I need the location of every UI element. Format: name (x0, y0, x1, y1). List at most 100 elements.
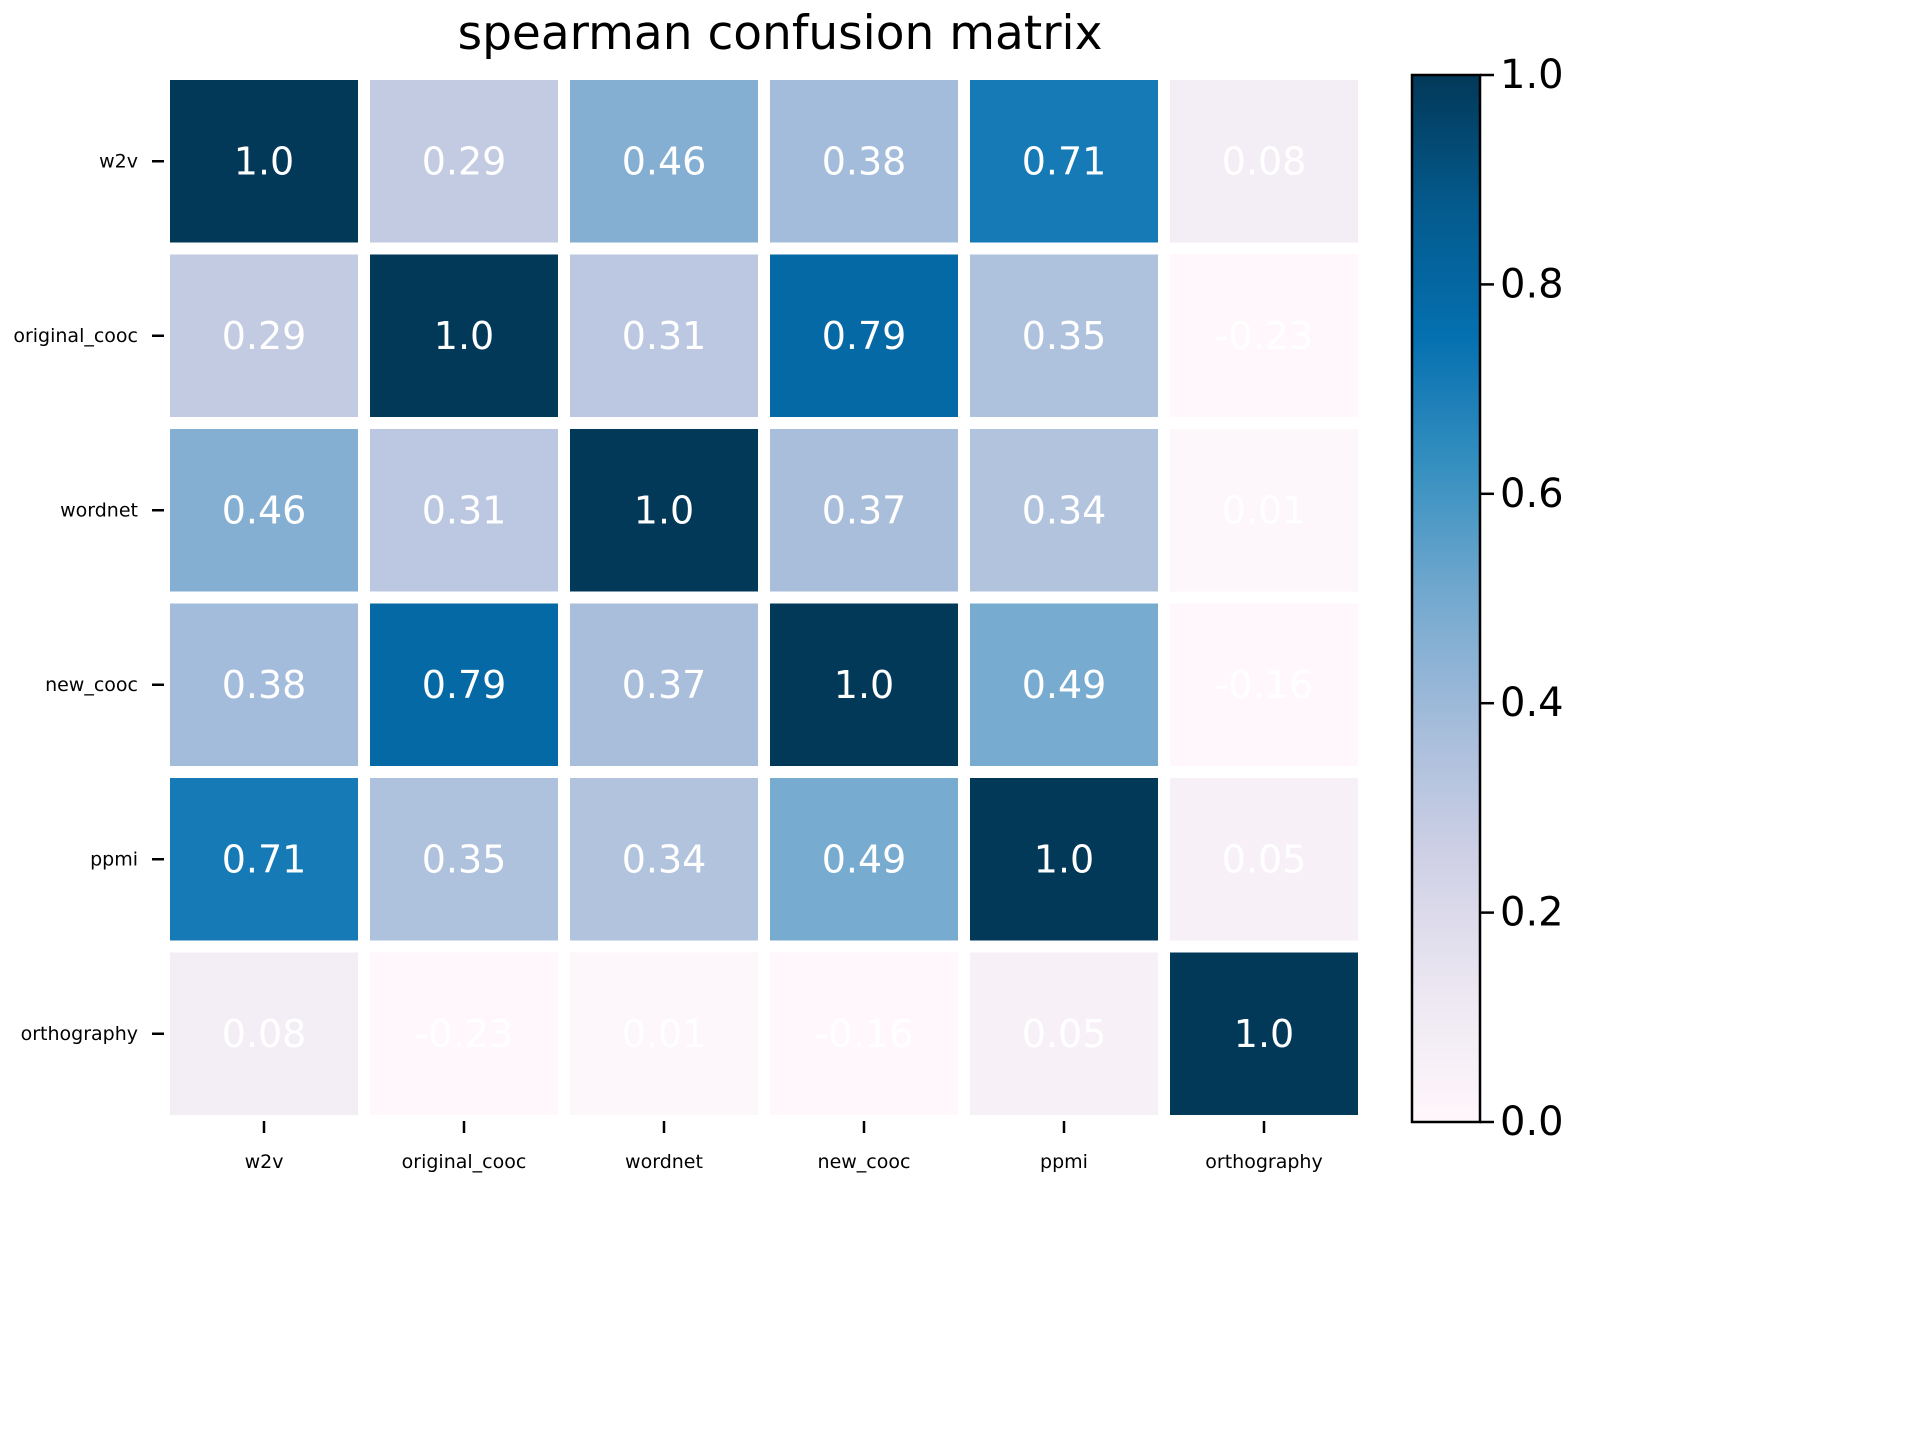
cell-value-label: 0.79 (822, 314, 907, 358)
cell-value-label: 0.29 (222, 314, 307, 358)
y-tick-label: orthography (21, 1023, 138, 1045)
cell-value-label: 0.71 (222, 837, 307, 881)
y-tick-label: w2v (99, 150, 138, 172)
heatmap-cell (1170, 778, 1358, 941)
cell-value-label: 1.0 (834, 663, 894, 707)
colorbar-tick-label: 0.6 (1500, 471, 1564, 517)
heatmap-cell (1170, 952, 1358, 1115)
heatmap-cell (170, 952, 358, 1115)
cell-value-label: 0.49 (822, 837, 907, 881)
heatmap-cell (1170, 429, 1358, 592)
cell-value-label: 0.01 (1222, 488, 1307, 532)
colorbar-tick-label: 0.0 (1500, 1099, 1564, 1145)
cell-value-label: 0.37 (822, 488, 907, 532)
cell-value-label: 0.79 (422, 663, 507, 707)
cell-value-label: 0.31 (422, 488, 507, 532)
heatmap-cell (1170, 254, 1358, 417)
cell-value-label: -0.23 (415, 1012, 513, 1056)
cell-value-label: 0.01 (622, 1012, 707, 1056)
cell-value-label: 0.35 (1022, 314, 1107, 358)
x-tick-label: new_cooc (818, 1151, 911, 1173)
cell-value-label: 0.29 (422, 139, 507, 183)
cell-value-label: 0.08 (1222, 139, 1307, 183)
x-tick-label: original_cooc (402, 1151, 527, 1173)
heatmap-cell (970, 603, 1158, 766)
heatmap-cell (570, 254, 758, 417)
heatmap-cell (570, 603, 758, 766)
y-tick-label: ppmi (90, 848, 138, 870)
x-tick-label: wordnet (625, 1151, 703, 1173)
colorbar-frame (1410, 73, 1482, 1124)
cell-value-label: -0.16 (815, 1012, 913, 1056)
colorbar-tick-label: 1.0 (1500, 52, 1564, 98)
cell-value-label: 1.0 (434, 314, 494, 358)
colorbar-tick-label: 0.4 (1500, 680, 1564, 726)
x-tick-label: orthography (1205, 1151, 1322, 1173)
cell-value-label: 0.38 (222, 663, 307, 707)
colorbar-gradient (1412, 75, 1480, 1122)
heatmap-cell (170, 254, 358, 417)
y-tick-label: wordnet (60, 499, 138, 521)
cell-value-label: 0.08 (222, 1012, 307, 1056)
heatmap-cell (170, 603, 358, 766)
heatmap-cell (970, 952, 1158, 1115)
heatmap-cell (370, 80, 558, 243)
cell-value-label: 0.35 (422, 837, 507, 881)
heatmap-cell (370, 778, 558, 941)
heatmap-cell (170, 429, 358, 592)
cell-value-label: 0.34 (1022, 488, 1107, 532)
cell-value-label: 1.0 (634, 488, 694, 532)
heatmap-cell (970, 80, 1158, 243)
x-axis: w2v original_cooc wordnet new_cooc ppmi ortho… (245, 1121, 1323, 1173)
heatmap-cells (170, 80, 1358, 1115)
cell-value-label: -0.23 (1215, 314, 1313, 358)
y-tick-label: new_cooc (45, 674, 138, 696)
colorbar: 0.0 0.2 0.4 0.6 0.8 1.0 (1410, 52, 1564, 1145)
heatmap-cell (770, 603, 958, 766)
x-tick-label: ppmi (1040, 1151, 1088, 1173)
heatmap-cell (770, 778, 958, 941)
cell-value-label: 0.05 (1022, 1012, 1107, 1056)
heatmap-cell (570, 429, 758, 592)
heatmap-cell (770, 80, 958, 243)
cell-value-label: -0.16 (1215, 663, 1313, 707)
cell-value-label: 0.31 (622, 314, 707, 358)
heatmap-cell (370, 603, 558, 766)
cell-value-label: 1.0 (1034, 837, 1094, 881)
heatmap-cell (970, 254, 1158, 417)
cell-value-label: 0.46 (222, 488, 307, 532)
cell-value-label: 0.71 (1022, 139, 1107, 183)
colorbar-tick-label: 0.8 (1500, 261, 1564, 307)
cell-value-label: 0.34 (622, 837, 707, 881)
cell-value-label: 0.05 (1222, 837, 1307, 881)
heatmap-cell (970, 429, 1158, 592)
heatmap-cell (1170, 603, 1358, 766)
heatmap-cell (370, 952, 558, 1115)
heatmap-cell (170, 80, 358, 243)
x-tick-label: w2v (245, 1151, 284, 1173)
colorbar-tick-label: 0.2 (1500, 890, 1564, 936)
heatmap-cell (970, 778, 1158, 941)
heatmap-cell (570, 778, 758, 941)
chart-title: spearman confusion matrix (457, 6, 1103, 61)
y-tick-label: original_cooc (13, 325, 138, 347)
cell-value-label: 0.37 (622, 663, 707, 707)
heatmap-cell (1170, 80, 1358, 243)
heatmap-cell (770, 429, 958, 592)
heatmap-cell (770, 952, 958, 1115)
cell-value-label: 1.0 (234, 139, 294, 183)
heatmap-cell (770, 254, 958, 417)
heatmap-cell (370, 254, 558, 417)
heatmap-cell-labels: 1.0 0.29 0.46 0.38 0.71 0.08 0.29 1.0 0.31 0.79 0.… (222, 139, 1313, 1056)
heatmap-cell (170, 778, 358, 941)
cell-value-label: 0.46 (622, 139, 707, 183)
heatmap-cell (570, 952, 758, 1115)
cell-value-label: 0.49 (1022, 663, 1107, 707)
heatmap-cell (370, 429, 558, 592)
cell-value-label: 0.38 (822, 139, 907, 183)
cell-value-label: 1.0 (1234, 1012, 1294, 1056)
heatmap-cell (570, 80, 758, 243)
